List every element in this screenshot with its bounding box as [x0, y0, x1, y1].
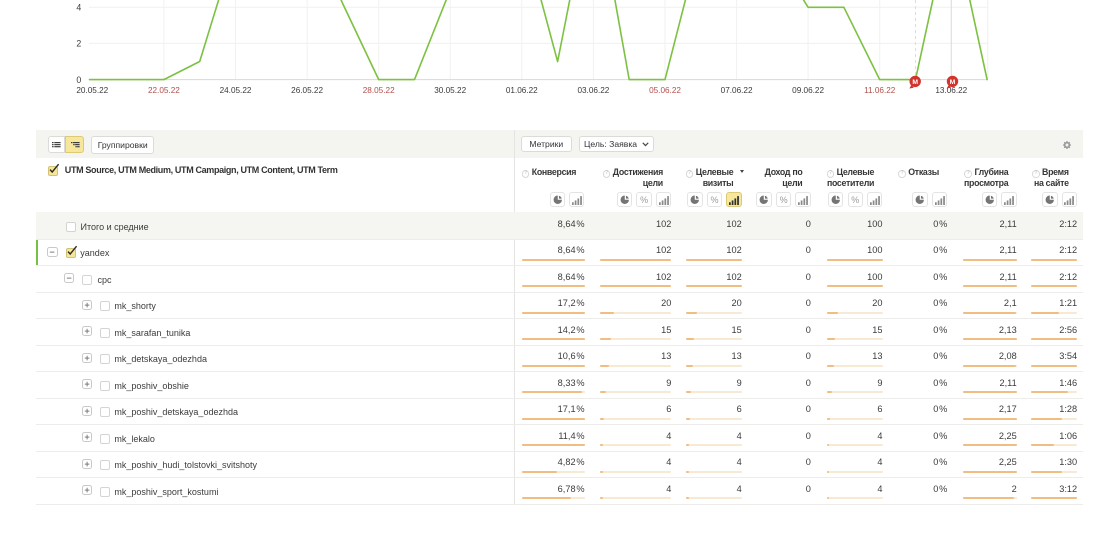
svg-text:4: 4	[76, 2, 81, 12]
svg-text:M: M	[950, 79, 956, 86]
svg-text:28.05.22: 28.05.22	[363, 86, 395, 95]
svg-text:01.06.22: 01.06.22	[506, 86, 538, 95]
svg-text:22.05.22: 22.05.22	[148, 86, 180, 95]
svg-text:11.06.22: 11.06.22	[864, 86, 896, 95]
svg-text:2: 2	[76, 39, 81, 49]
svg-text:07.06.22: 07.06.22	[721, 86, 753, 95]
svg-text:20.05.22: 20.05.22	[76, 86, 108, 95]
svg-text:M: M	[912, 79, 918, 86]
svg-text:0: 0	[76, 75, 81, 85]
svg-text:30.05.22: 30.05.22	[434, 86, 466, 95]
svg-text:09.06.22: 09.06.22	[792, 86, 824, 95]
svg-text:24.05.22: 24.05.22	[220, 86, 252, 95]
svg-text:26.05.22: 26.05.22	[291, 86, 323, 95]
svg-text:05.06.22: 05.06.22	[649, 86, 681, 95]
svg-text:13.06.22: 13.06.22	[935, 86, 967, 95]
svg-text:03.06.22: 03.06.22	[577, 86, 609, 95]
